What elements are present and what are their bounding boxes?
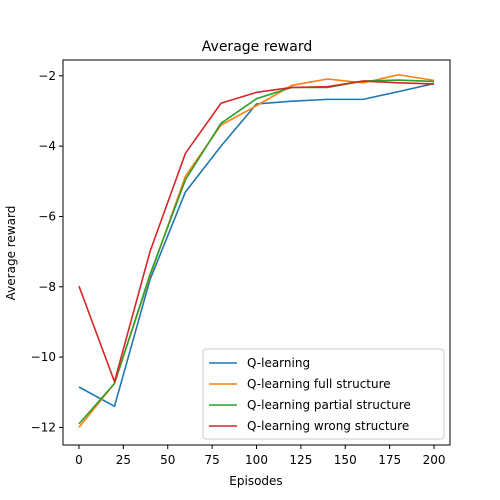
x-tick-label: 175 bbox=[378, 453, 401, 467]
y-tick-label: −6 bbox=[38, 209, 56, 223]
legend-label: Q-learning partial structure bbox=[247, 398, 411, 412]
legend-box bbox=[202, 348, 445, 440]
y-tick-label: −8 bbox=[38, 280, 56, 294]
y-tick-label: −12 bbox=[31, 420, 56, 434]
legend: Q-learning Q-learning full structure Q-lea… bbox=[202, 348, 445, 440]
series-line-1 bbox=[78, 82, 435, 408]
legend-label: Q-learning full structure bbox=[247, 377, 391, 391]
legend-label: Q-learning bbox=[247, 356, 310, 370]
x-tick-label: 125 bbox=[289, 453, 312, 467]
y-axis-label: Average reward bbox=[4, 206, 18, 301]
series-layer bbox=[78, 73, 435, 428]
y-tick-label: −4 bbox=[38, 139, 56, 153]
y-tick-label: −10 bbox=[31, 350, 56, 364]
x-tick-label: 150 bbox=[334, 453, 357, 467]
x-tick-label: 50 bbox=[160, 453, 175, 467]
series-line-3 bbox=[78, 79, 435, 425]
x-axis-ticks: 0 25 50 75 100 125 150 175 200 bbox=[75, 445, 445, 467]
x-tick-label: 0 bbox=[75, 453, 83, 467]
x-tick-label: 75 bbox=[204, 453, 219, 467]
x-axis-label: Episodes bbox=[229, 474, 282, 488]
legend-label: Q-learning wrong structure bbox=[247, 419, 409, 433]
y-axis-ticks: −12 −10 −8 −6 −4 −2 bbox=[31, 69, 63, 434]
x-tick-label: 100 bbox=[245, 453, 268, 467]
x-tick-label: 25 bbox=[116, 453, 131, 467]
chart-title: Average reward bbox=[202, 39, 312, 55]
y-tick-label: −2 bbox=[38, 69, 56, 83]
x-tick-label: 200 bbox=[423, 453, 446, 467]
series-line-4 bbox=[78, 80, 435, 383]
